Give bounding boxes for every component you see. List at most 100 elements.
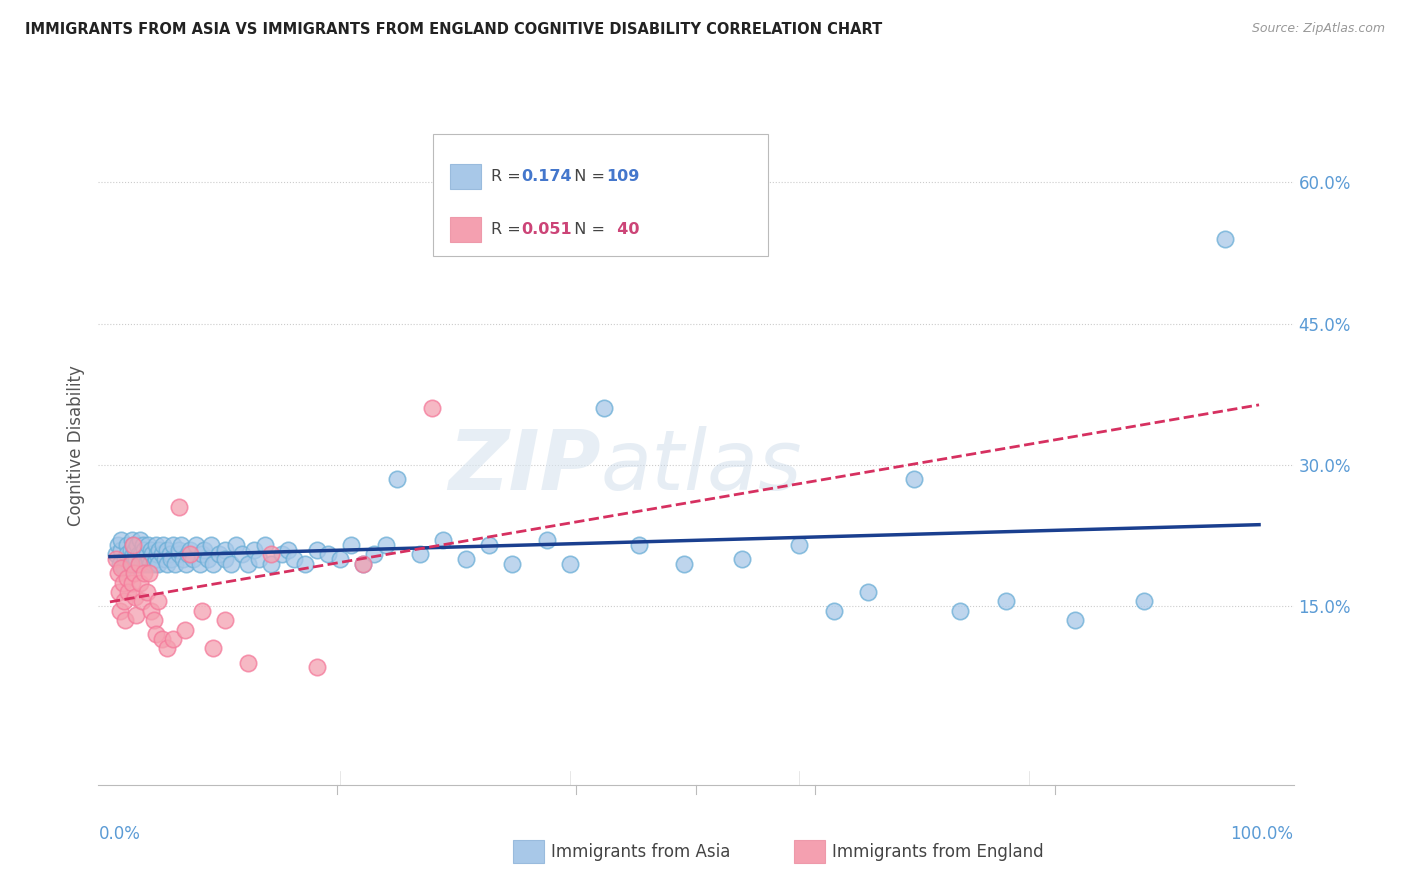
Text: Immigrants from England: Immigrants from England <box>832 843 1045 861</box>
Point <box>159 547 181 561</box>
Point <box>172 552 194 566</box>
Point <box>120 552 142 566</box>
Point <box>165 557 187 571</box>
Point <box>903 472 925 486</box>
Point <box>236 656 259 670</box>
Point <box>1064 613 1087 627</box>
Point <box>329 552 352 566</box>
Point <box>142 557 165 571</box>
Y-axis label: Cognitive Disability: Cognitive Disability <box>66 366 84 526</box>
Point <box>191 547 214 561</box>
Point <box>305 660 328 674</box>
Point <box>1133 594 1156 608</box>
Point <box>142 613 165 627</box>
Point <box>104 552 127 566</box>
Point <box>135 585 157 599</box>
Point <box>271 547 294 561</box>
Point <box>129 547 152 561</box>
Point <box>673 557 696 571</box>
Point <box>167 542 190 557</box>
Text: N =: N = <box>564 169 610 185</box>
Point <box>432 533 454 548</box>
Point <box>125 552 148 566</box>
Point <box>107 566 129 581</box>
Point <box>167 547 190 561</box>
Point <box>141 604 163 618</box>
Point <box>236 557 259 571</box>
Point <box>231 547 253 561</box>
Text: N =: N = <box>564 222 610 237</box>
Point <box>121 533 143 548</box>
Point <box>174 557 197 571</box>
Point <box>120 557 142 571</box>
Point <box>125 608 148 623</box>
Point <box>131 594 153 608</box>
Point <box>114 552 136 566</box>
Point <box>128 557 150 571</box>
Point <box>179 542 201 557</box>
Point <box>501 557 523 571</box>
Point <box>627 538 650 552</box>
Point <box>110 557 132 571</box>
Point <box>156 641 179 656</box>
Point <box>374 538 396 552</box>
Point <box>340 538 363 552</box>
Point <box>134 542 156 557</box>
Point <box>141 547 163 561</box>
Point <box>135 557 157 571</box>
Point <box>277 542 299 557</box>
Point <box>536 533 558 548</box>
Point <box>150 547 173 561</box>
Point <box>352 557 374 571</box>
Point <box>858 585 880 599</box>
Point <box>789 538 811 552</box>
Point <box>409 547 432 561</box>
Text: 0.0%: 0.0% <box>98 825 141 843</box>
Point <box>114 613 136 627</box>
Point <box>128 557 150 571</box>
Point <box>188 557 211 571</box>
Point <box>254 538 277 552</box>
Point <box>128 575 150 590</box>
Text: 100.0%: 100.0% <box>1230 825 1294 843</box>
Point <box>128 533 150 548</box>
Point <box>132 538 155 552</box>
Point <box>225 538 247 552</box>
Point <box>120 542 142 557</box>
Point <box>122 538 145 552</box>
Text: atlas: atlas <box>600 425 801 507</box>
Point <box>173 623 195 637</box>
Text: IMMIGRANTS FROM ASIA VS IMMIGRANTS FROM ENGLAND COGNITIVE DISABILITY CORRELATION: IMMIGRANTS FROM ASIA VS IMMIGRANTS FROM … <box>25 22 883 37</box>
Point <box>162 632 184 646</box>
Point <box>104 547 127 561</box>
Point <box>138 552 160 566</box>
Point <box>214 542 236 557</box>
Text: 109: 109 <box>606 169 640 185</box>
Point <box>242 542 264 557</box>
Point <box>150 632 173 646</box>
Point <box>122 547 145 561</box>
Text: 0.174: 0.174 <box>522 169 572 185</box>
Point <box>167 500 190 515</box>
Point <box>108 585 131 599</box>
Point <box>420 401 443 416</box>
Point <box>110 533 132 548</box>
Point <box>112 561 135 575</box>
Point <box>385 472 409 486</box>
Point <box>247 552 270 566</box>
Point <box>134 552 156 566</box>
Point <box>558 557 581 571</box>
Point <box>115 538 138 552</box>
Point <box>131 557 153 571</box>
Point <box>139 557 162 571</box>
Point <box>478 538 501 552</box>
Point <box>145 538 167 552</box>
Text: R =: R = <box>491 222 526 237</box>
Point <box>138 566 160 581</box>
Point <box>148 557 170 571</box>
Point <box>117 585 139 599</box>
Point <box>115 571 138 585</box>
Point <box>115 547 138 561</box>
Text: R =: R = <box>491 169 526 185</box>
Point <box>731 552 754 566</box>
